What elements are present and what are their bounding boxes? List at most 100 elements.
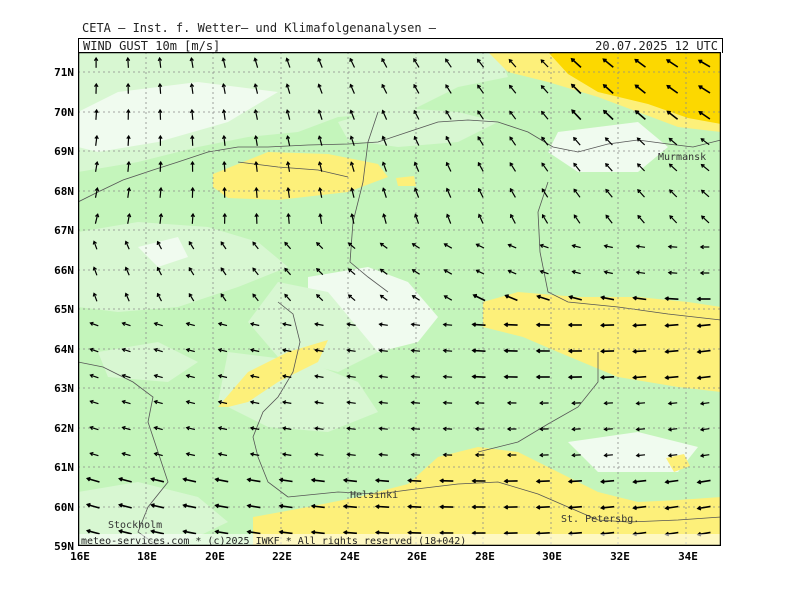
footer-strip (78, 534, 721, 546)
wind-arrow-head (314, 322, 319, 327)
wind-arrow-shaft (127, 57, 129, 68)
wind-arrow-shaft (186, 374, 195, 379)
wind-arrow-head (94, 161, 99, 166)
wind-arrow-shaft (411, 375, 421, 378)
wind-arrow-head (282, 348, 287, 353)
map-panel: Murmansk Helsinki Stockholm St. Petersbg… (77, 51, 722, 547)
wind-arrow-head (410, 400, 415, 405)
wind-arrow-head (286, 212, 291, 218)
wind-arrow-shaft (90, 348, 99, 353)
wind-arrow-head (666, 110, 671, 115)
lon-label: 20E (205, 550, 225, 563)
wind-arrow-head (150, 529, 155, 534)
wind-arrow-head (507, 243, 512, 248)
wind-arrow-shaft (668, 454, 678, 457)
wind-arrow-shaft (159, 214, 162, 224)
wind-arrow-shaft (319, 187, 323, 198)
wind-arrow-head (156, 266, 161, 271)
wind-arrow-shaft (443, 323, 453, 326)
wind-arrow-head (153, 425, 158, 431)
wind-arrow-head (471, 504, 477, 510)
wind-arrow-head (157, 82, 163, 88)
wind-arrow-head (182, 477, 187, 482)
model-header: CETA — Inst. f. Wetter— und Klimafolgena… (82, 21, 437, 35)
wind-arrow-shaft (350, 136, 355, 146)
wind-arrow-shaft (477, 162, 484, 172)
wind-arrow-shaft (286, 58, 291, 68)
wind-arrow-head (410, 452, 415, 457)
wind-arrow-head (439, 478, 444, 484)
wind-arrow-shaft (665, 505, 679, 510)
wind-arrow-head (411, 269, 416, 273)
wind-arrow-head (317, 161, 323, 166)
wind-arrow-head (668, 137, 673, 142)
wind-arrow-shaft (633, 479, 647, 483)
wind-arrow-shaft (573, 189, 581, 198)
wind-arrow-shaft (668, 402, 678, 405)
wind-arrow-shaft (669, 138, 678, 146)
city-label-helsinki: Helsinki (350, 490, 398, 501)
wind-arrow-shaft (282, 349, 292, 353)
wind-arrow-shaft (318, 162, 323, 172)
wind-arrow-shaft (697, 323, 711, 327)
wind-arrow-shaft (286, 136, 291, 146)
wind-arrow-shaft (90, 452, 99, 457)
wind-arrow-shaft (412, 269, 420, 275)
wind-arrow-shaft (188, 241, 195, 250)
wind-arrow-head (282, 374, 287, 379)
wind-arrow-shaft (316, 242, 324, 250)
wind-arrow-shaft (223, 161, 226, 172)
wind-arrow-head (381, 109, 386, 114)
wind-arrow-head (314, 348, 319, 353)
wind-arrow-head (603, 244, 608, 249)
wind-arrow-shaft (376, 531, 390, 534)
wind-arrow-shaft (94, 214, 99, 224)
wind-arrow-head (285, 83, 290, 88)
wind-arrow-head (477, 84, 482, 89)
wind-arrow-head (253, 57, 258, 62)
wind-arrow-head (346, 374, 351, 379)
wind-arrow-head (573, 162, 578, 167)
wind-arrow-shaft (218, 349, 228, 353)
lat-label: 67N (54, 224, 74, 237)
wind-arrow-shaft (412, 243, 420, 249)
wind-arrow-shaft (411, 323, 421, 326)
wind-arrow-shaft (569, 295, 583, 301)
wind-arrow-head (573, 188, 578, 193)
wind-arrow-head (190, 186, 195, 192)
wind-arrow-shaft (636, 245, 646, 248)
wind-arrow-head (126, 134, 131, 140)
wind-arrow-shaft (282, 323, 292, 327)
wind-arrow-shaft (315, 427, 324, 430)
wind-arrow-shaft (247, 504, 261, 509)
wind-arrow-shaft (254, 84, 259, 94)
wind-arrow-head (413, 83, 418, 89)
wind-arrow-shaft (412, 295, 420, 301)
wind-arrow-shaft (254, 58, 259, 68)
wind-arrow-shaft (122, 452, 131, 457)
wind-arrow-shaft (444, 295, 453, 301)
wind-arrow-head (442, 322, 447, 327)
wind-arrow-head (410, 426, 415, 431)
wind-arrow-head (126, 108, 131, 114)
wind-arrow-shaft (218, 375, 228, 379)
wind-arrow-head (540, 84, 545, 90)
wind-arrow-shaft (154, 400, 163, 405)
wind-arrow-shaft (633, 297, 647, 301)
wind-arrow-head (124, 266, 129, 271)
wind-arrow-head (602, 84, 608, 89)
wind-arrow-shaft (122, 348, 131, 353)
wind-arrow-head (509, 213, 514, 219)
wind-arrow-shaft (282, 401, 292, 404)
wind-arrow-head (93, 56, 99, 62)
wind-arrow-shaft (637, 163, 646, 172)
wind-arrow-head (410, 374, 415, 379)
wind-arrow-head (664, 323, 669, 328)
wind-arrow-shaft (669, 163, 678, 172)
wind-arrow-shaft (87, 503, 100, 509)
wind-arrow-head (475, 243, 480, 248)
wind-arrow-shaft (188, 267, 195, 276)
wind-arrow-head (121, 425, 126, 431)
wind-arrow-head (118, 529, 123, 534)
wind-arrow-shaft (318, 110, 323, 120)
